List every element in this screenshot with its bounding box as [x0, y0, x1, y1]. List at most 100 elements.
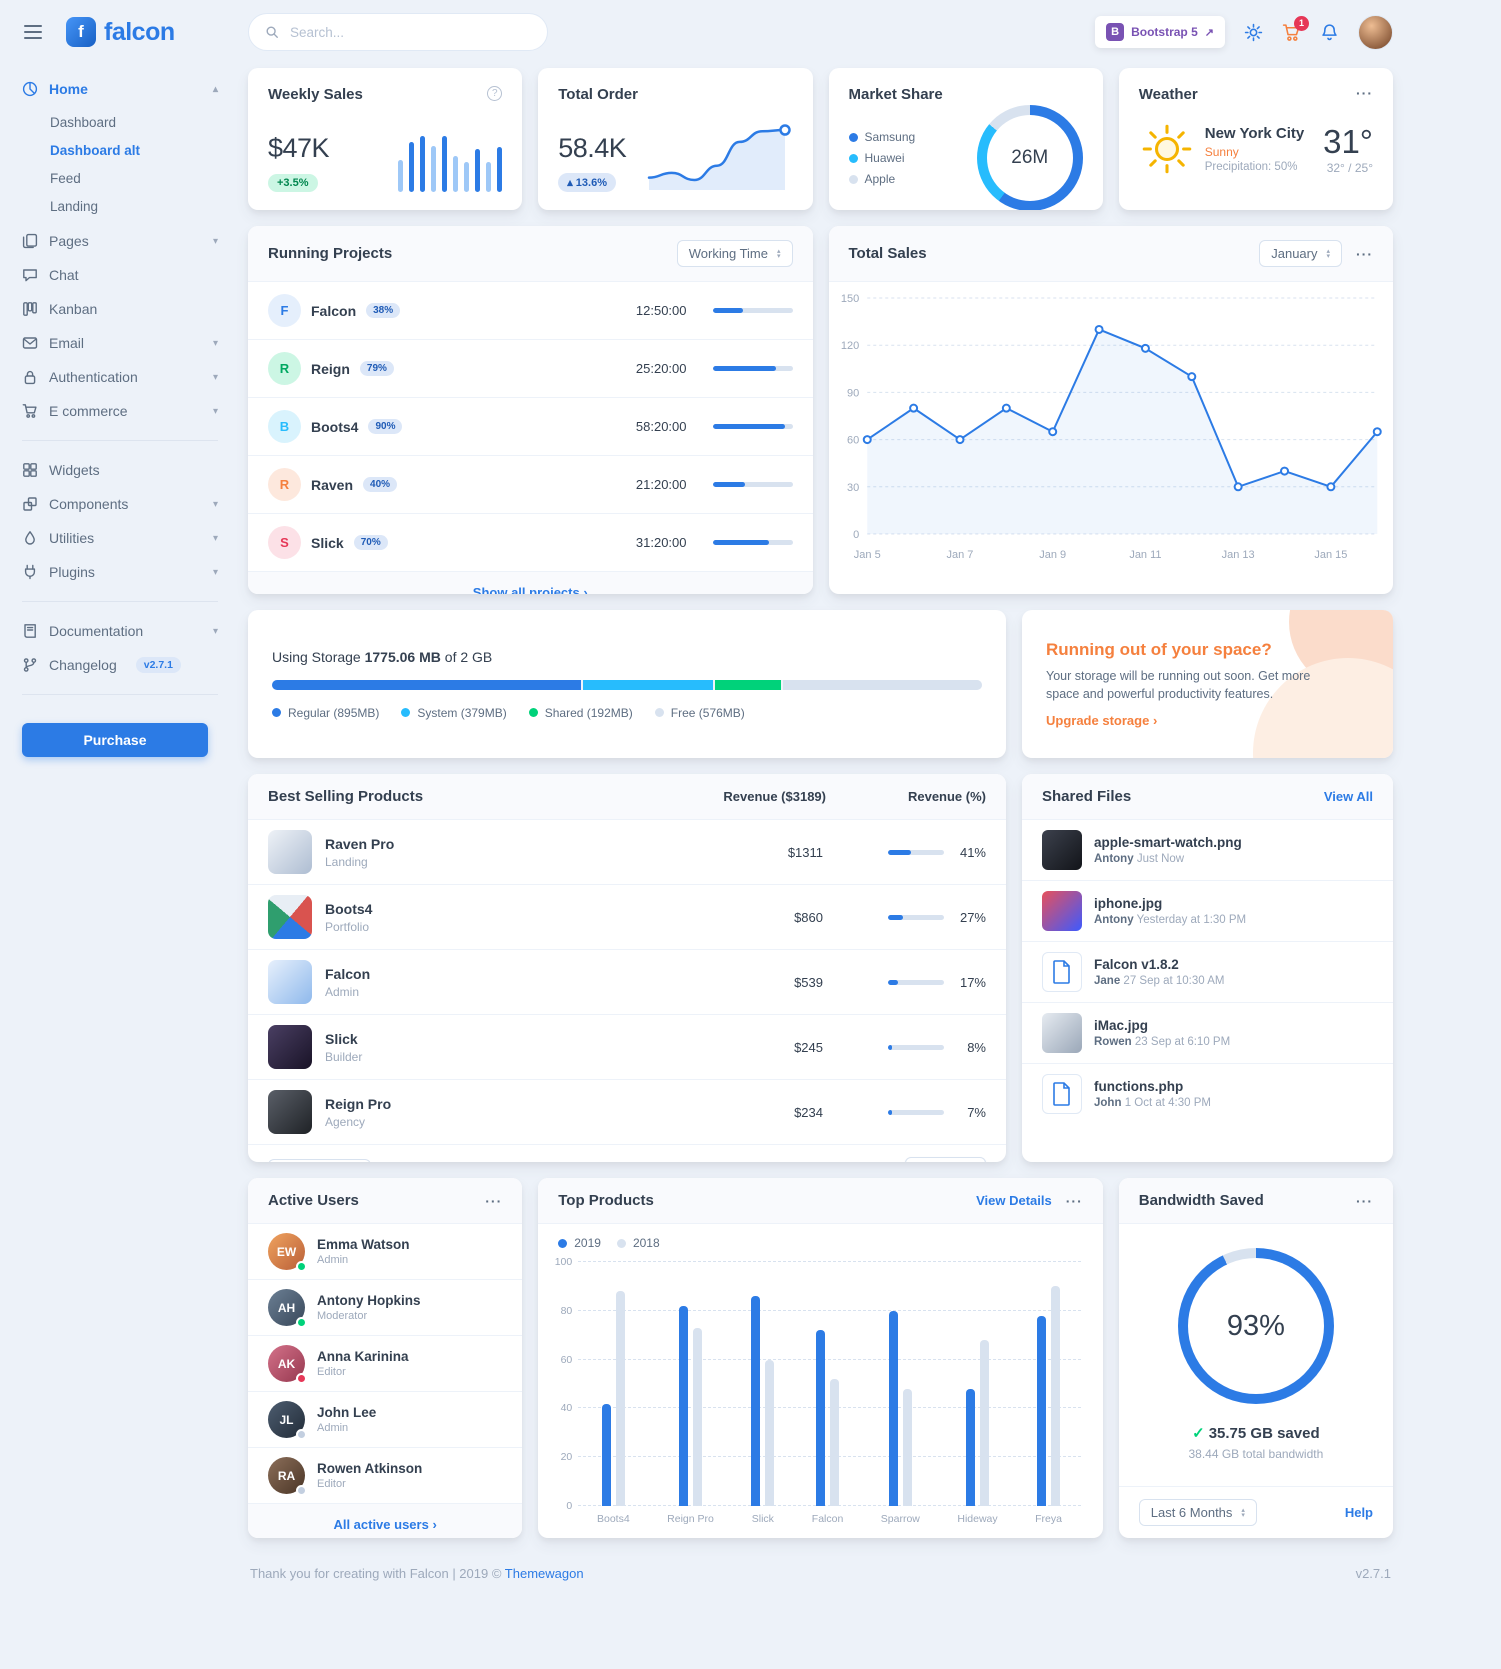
- notifications-bell-icon[interactable]: [1320, 23, 1339, 42]
- svg-text:Jan 7: Jan 7: [946, 549, 973, 561]
- view-details-link[interactable]: View Details: [976, 1193, 1052, 1208]
- all-active-users-link[interactable]: All active users ›: [333, 1517, 437, 1532]
- sidebar-item-feed[interactable]: Feed: [50, 170, 81, 186]
- show-all-projects-link[interactable]: Show all projects ›: [473, 585, 588, 594]
- file-row[interactable]: functions.php John 1 Oct at 4:30 PM: [1022, 1064, 1393, 1124]
- user-name: John Lee: [317, 1405, 377, 1420]
- sidebar-item-chat[interactable]: Chat: [22, 258, 224, 292]
- sidebar-item-dashboard[interactable]: Dashboard: [50, 114, 117, 130]
- project-name[interactable]: Slick: [311, 534, 344, 551]
- card-menu-button[interactable]: ···: [1065, 1192, 1083, 1209]
- themewagon-link[interactable]: Themewagon: [504, 1566, 584, 1581]
- month-select[interactable]: January ▴ ▾: [1259, 240, 1342, 267]
- svg-text:120: 120: [840, 340, 858, 352]
- user-row[interactable]: JL John Lee Admin: [248, 1392, 523, 1448]
- project-name[interactable]: Raven: [311, 476, 354, 493]
- product-name[interactable]: Boots4: [325, 900, 373, 917]
- file-row[interactable]: Falcon v1.8.2 Jane 27 Sep at 10:30 AM: [1022, 942, 1393, 1003]
- user-avatar: AH: [268, 1289, 307, 1328]
- product-name[interactable]: Falcon: [325, 965, 371, 982]
- card-title: Bandwidth Saved: [1138, 1192, 1264, 1209]
- file-row[interactable]: iMac.jpg Rowen 23 Sep at 6:10 PM: [1022, 1003, 1393, 1064]
- sidebar-item-changelog[interactable]: Changelog v2.7.1: [22, 648, 224, 682]
- product-category[interactable]: Agency: [325, 1114, 366, 1129]
- file-icon: [1042, 1074, 1082, 1114]
- view-all-button[interactable]: View All: [904, 1157, 986, 1162]
- project-avatar: F: [268, 294, 301, 327]
- product-category[interactable]: Builder: [325, 1049, 363, 1064]
- upgrade-storage-link[interactable]: Upgrade storage ›: [1046, 713, 1158, 729]
- column-header-percent: Revenue (%): [907, 789, 986, 804]
- project-avatar: S: [268, 526, 301, 559]
- sidebar-item-home[interactable]: Home ▴: [22, 72, 224, 106]
- card-menu-button[interactable]: ···: [1356, 1192, 1373, 1209]
- card-menu-button[interactable]: ···: [485, 1192, 503, 1209]
- help-link[interactable]: Help: [1344, 1505, 1373, 1520]
- months-select[interactable]: Last 6 Months ▴ ▾: [1138, 1499, 1257, 1526]
- info-icon[interactable]: ?: [487, 86, 503, 101]
- product-name[interactable]: Slick: [325, 1030, 358, 1047]
- hamburger-menu-button[interactable]: [22, 21, 44, 43]
- period-select[interactable]: Last 7 days ▴▾: [268, 1159, 372, 1162]
- search-icon: [266, 26, 278, 38]
- sidebar-item-ecommerce[interactable]: E commerce ▾: [22, 394, 224, 428]
- user-row[interactable]: AH Antony Hopkins Moderator: [248, 1280, 523, 1336]
- sidebar-item-authentication[interactable]: Authentication ▾: [22, 360, 224, 394]
- card-menu-button[interactable]: ···: [1356, 85, 1373, 101]
- user-avatar[interactable]: [1358, 14, 1393, 50]
- product-category[interactable]: Landing: [325, 854, 368, 869]
- file-time: Just Now: [1136, 853, 1185, 865]
- sidebar-item-components[interactable]: Components ▾: [22, 487, 224, 521]
- revenue-progress-bar: [888, 849, 944, 855]
- legend-dot: [558, 1238, 568, 1248]
- svg-text:0: 0: [853, 529, 859, 541]
- running-projects-card: Running Projects Working Time ▴ ▾ F Falco…: [248, 226, 813, 594]
- brand-logo[interactable]: f falcon: [66, 17, 175, 47]
- chevron-down-icon: ▾: [212, 235, 218, 247]
- project-name[interactable]: Reign: [311, 360, 350, 377]
- user-role: Admin: [317, 1422, 349, 1434]
- sidebar-item-documentation[interactable]: Documentation ▾: [22, 614, 224, 648]
- chevron-right-icon: ›: [432, 1517, 437, 1532]
- bootstrap-badge[interactable]: B Bootstrap 5 ↗: [1095, 16, 1225, 48]
- file-row[interactable]: apple-smart-watch.png Antony Just Now: [1022, 820, 1393, 881]
- working-time-select[interactable]: Working Time ▴ ▾: [676, 240, 793, 267]
- user-row[interactable]: EW Emma Watson Admin: [248, 1224, 523, 1280]
- project-name[interactable]: Boots4: [311, 418, 359, 435]
- product-name[interactable]: Raven Pro: [325, 835, 395, 852]
- project-progress-bar: [712, 308, 793, 313]
- svg-text:150: 150: [840, 293, 858, 305]
- sidebar-item-dashboard-alt[interactable]: Dashboard alt: [50, 142, 141, 158]
- sidebar-item-pages[interactable]: Pages ▾: [22, 224, 224, 258]
- file-user: Antony: [1094, 853, 1134, 865]
- purchase-button[interactable]: Purchase: [22, 723, 208, 757]
- user-row[interactable]: AK Anna Karinina Editor: [248, 1336, 523, 1392]
- project-progress-bar: [712, 424, 793, 429]
- product-category[interactable]: Admin: [325, 984, 360, 999]
- sidebar-item-utilities[interactable]: Utilities ▾: [22, 521, 224, 555]
- sidebar-item-kanban[interactable]: Kanban: [22, 292, 224, 326]
- total-order-line-chart: [647, 124, 791, 190]
- file-name: Falcon v1.8.2: [1094, 957, 1179, 972]
- search-box[interactable]: [248, 13, 548, 51]
- view-all-link[interactable]: View All: [1323, 789, 1373, 804]
- product-category[interactable]: Portfolio: [325, 919, 370, 934]
- product-thumbnail: [268, 830, 312, 874]
- sidebar-item-landing[interactable]: Landing: [50, 198, 99, 214]
- user-row[interactable]: RA Rowen Atkinson Editor: [248, 1448, 522, 1503]
- project-row: S Slick 70% 31:20:00: [248, 514, 813, 571]
- settings-gear-icon[interactable]: [1244, 23, 1263, 42]
- sidebar-item-email[interactable]: Email ▾: [22, 326, 224, 360]
- file-row[interactable]: iphone.jpg Antony Yesterday at 1:30 PM: [1022, 881, 1393, 942]
- cart-button[interactable]: 1: [1282, 15, 1309, 42]
- storage-progress-bar: [272, 679, 982, 690]
- project-name[interactable]: Falcon: [311, 302, 357, 319]
- search-input[interactable]: [288, 23, 531, 41]
- sidebar-item-plugins[interactable]: Plugins ▾: [22, 555, 224, 589]
- card-menu-button[interactable]: ···: [1356, 245, 1373, 262]
- product-name[interactable]: Reign Pro: [325, 1095, 392, 1112]
- product-percent: 8%: [967, 1039, 986, 1055]
- sun-icon: [1142, 124, 1192, 173]
- sidebar-item-widgets[interactable]: Widgets: [22, 453, 224, 487]
